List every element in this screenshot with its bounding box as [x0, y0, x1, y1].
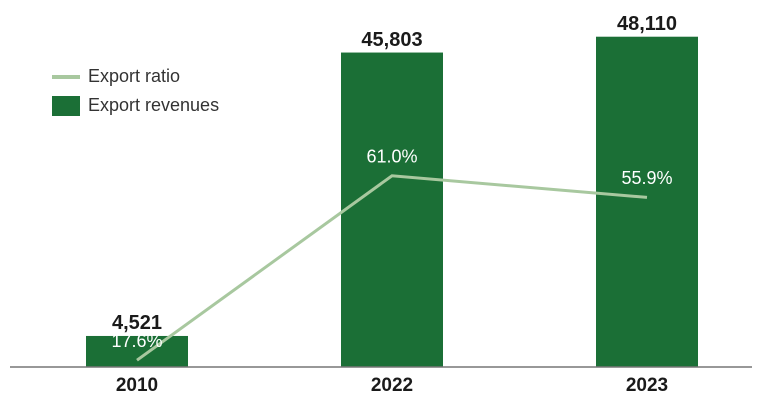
legend-label: Export revenues: [88, 95, 219, 115]
bar: [341, 52, 443, 367]
x-tick-label: 2022: [371, 375, 413, 396]
x-tick-label: 2010: [116, 375, 158, 396]
line-value-label: 17.6%: [111, 331, 162, 351]
x-tick-label: 2023: [626, 375, 668, 396]
bar: [596, 36, 698, 367]
bar-value-label: 48,110: [617, 13, 677, 35]
line-value-label: 55.9%: [621, 168, 672, 188]
bar-value-label: 4,521: [112, 312, 162, 334]
bar-value-label: 45,803: [361, 29, 422, 51]
ratio-line: [136, 174, 648, 362]
legend-swatch: [52, 96, 80, 116]
legend-label: Export ratio: [88, 66, 180, 86]
line-value-label: 61.0%: [366, 147, 417, 167]
bar: [86, 335, 188, 367]
